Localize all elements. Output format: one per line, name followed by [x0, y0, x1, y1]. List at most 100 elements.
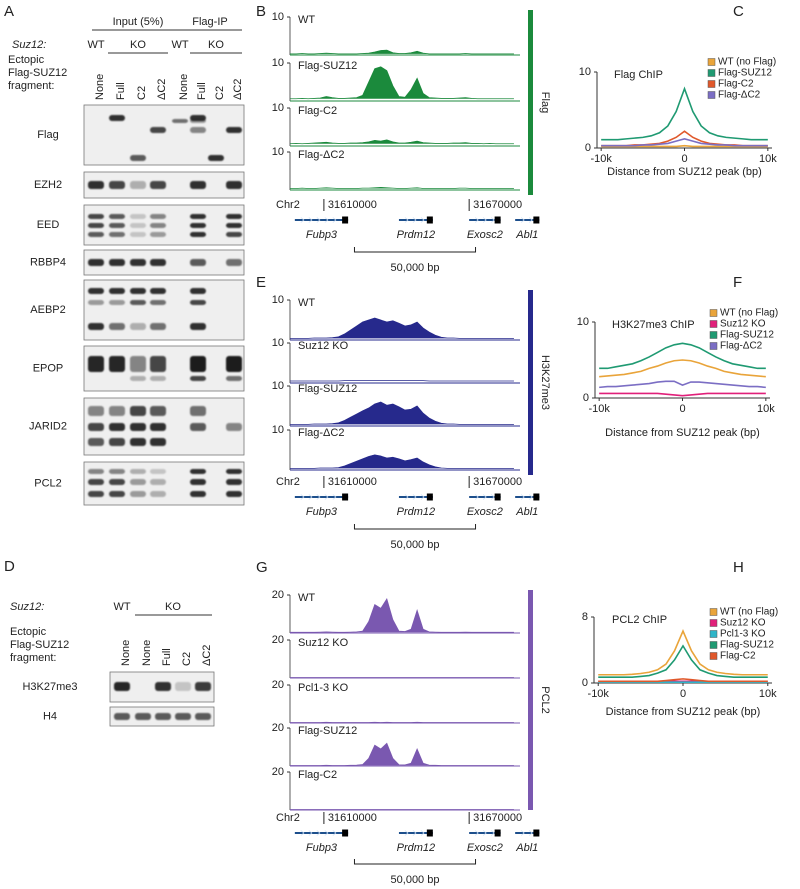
- blot-band: [226, 356, 242, 372]
- blot-band: [226, 181, 242, 189]
- blot-band: [150, 232, 166, 237]
- x-tick-label: 0: [680, 688, 686, 700]
- gene-arrow: [490, 830, 495, 836]
- track-signal: [290, 597, 514, 633]
- legend-swatch: [709, 608, 718, 616]
- gene-arrow: [520, 830, 525, 836]
- legend-label: Flag-ΔC2: [718, 90, 761, 101]
- legend-label: Flag-SUZ12: [718, 68, 772, 79]
- blot-band: [114, 713, 130, 720]
- gene-label: Fubp3: [306, 229, 338, 241]
- gene-exon: [494, 216, 501, 224]
- gene-arrow: [332, 830, 337, 836]
- blot-band: [130, 376, 146, 381]
- gene-arrow: [474, 830, 479, 836]
- gene-arrow: [324, 217, 329, 223]
- blot-band: [190, 406, 206, 416]
- gene-arrow: [420, 494, 425, 500]
- blot-band: [226, 376, 242, 381]
- blot-band: [109, 323, 125, 330]
- track-signal: [289, 139, 514, 145]
- profile-line: [598, 678, 768, 683]
- y-tick-label: 0: [585, 142, 591, 154]
- gene-exon: [426, 829, 433, 837]
- blot-band: [150, 356, 166, 372]
- blot-band: [130, 288, 146, 294]
- x-tick-label: 31670000: [473, 199, 522, 211]
- profile-line: [598, 644, 768, 679]
- blot-band: [88, 438, 104, 446]
- blot-band: [130, 423, 146, 431]
- blot-band: [88, 214, 104, 219]
- legend-label: Suz12 KO: [720, 618, 766, 629]
- blot-band: [114, 682, 130, 691]
- blot-band: [130, 214, 146, 219]
- blot-label: EPOP: [33, 362, 64, 374]
- lane-label: Full: [115, 82, 127, 100]
- group-label: Input (5%): [113, 16, 164, 28]
- legend-swatch: [709, 331, 718, 339]
- genotype-label: Suz12:: [12, 39, 46, 51]
- lane-label: C2: [181, 652, 193, 666]
- gene-label: Prdm12: [397, 842, 436, 854]
- panel-letter: C: [733, 3, 744, 20]
- gene-arrow: [404, 830, 409, 836]
- side-label: PCL2: [539, 686, 551, 714]
- blot-label: RBBP4: [30, 256, 66, 268]
- lane-label: None: [141, 640, 153, 666]
- track-signal: [290, 454, 514, 469]
- gene-arrow: [520, 494, 525, 500]
- blot-band: [109, 214, 125, 219]
- blot-label: JARID2: [29, 420, 67, 432]
- blot-label: PCL2: [34, 477, 62, 489]
- gene-arrow: [482, 217, 487, 223]
- blot-band: [190, 288, 206, 294]
- side-label: H3K27me3: [539, 355, 551, 410]
- gene-arrow: [420, 217, 425, 223]
- genotype: WT: [113, 601, 130, 613]
- blot-band: [190, 181, 206, 189]
- x-tick-label: 31670000: [473, 812, 522, 824]
- profile-line: [599, 392, 766, 397]
- blot-band: [150, 127, 166, 133]
- blot-band: [88, 181, 104, 189]
- gene-arrow: [300, 830, 305, 836]
- scale-label: 50,000 bp: [391, 539, 440, 551]
- side-bar: [528, 590, 533, 810]
- y-tick-label: 10: [272, 294, 284, 306]
- blot-band: [226, 214, 242, 219]
- blot-band: [88, 288, 104, 294]
- blot-band: [226, 259, 242, 266]
- blot-band: [130, 479, 146, 485]
- legend-label: Flag-ΔC2: [720, 341, 763, 352]
- blot-band: [88, 323, 104, 330]
- legend-label: WT (no Flag): [720, 308, 778, 319]
- lane-label: Full: [161, 648, 173, 666]
- gene-label: Abl1: [515, 229, 538, 241]
- blot-band: [190, 479, 206, 485]
- lane-label: ΔC2: [201, 645, 213, 666]
- lane-label: None: [94, 74, 106, 100]
- blot-band: [109, 232, 125, 237]
- track-label: WT: [298, 297, 315, 309]
- gene-arrow: [308, 217, 313, 223]
- group-label: Flag-IP: [192, 16, 227, 28]
- x-tick-label: -10k: [588, 403, 610, 415]
- scale-bar: [353, 247, 477, 253]
- panel-letter: D: [4, 558, 15, 575]
- blot-band: [150, 479, 166, 485]
- gene-arrow: [474, 217, 479, 223]
- blot-band: [190, 119, 206, 123]
- blot-band: [88, 479, 104, 485]
- gene-label: Exosc2: [467, 842, 503, 854]
- fragment-label: Flag-SUZ12: [8, 67, 67, 79]
- blot-band: [190, 214, 206, 219]
- blot-band: [190, 323, 206, 330]
- blot-band: [190, 376, 206, 381]
- x-tick-label: 31610000: [328, 199, 377, 211]
- blot-band: [190, 127, 206, 133]
- gene-arrow: [412, 830, 417, 836]
- panel-letter: H: [733, 559, 744, 576]
- chrom-label: Chr2: [276, 199, 300, 211]
- blot-band: [88, 469, 104, 474]
